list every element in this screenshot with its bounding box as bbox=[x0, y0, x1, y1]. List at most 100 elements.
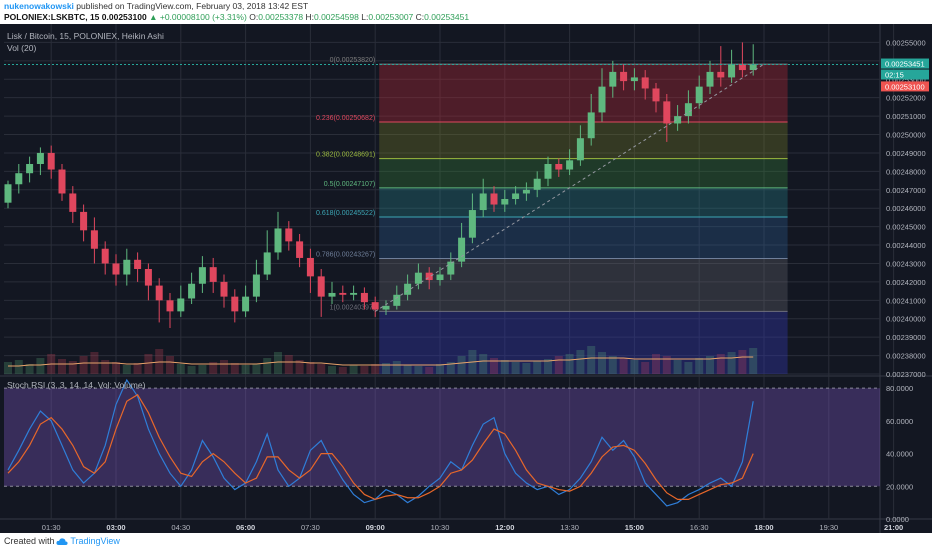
fib-level-label: 0.618(0.00245522) bbox=[316, 210, 375, 217]
tradingview-brand: TradingView bbox=[70, 536, 120, 546]
candle bbox=[90, 217, 98, 264]
volume-bar bbox=[695, 358, 704, 374]
change-value: ▲ +0.00008100 (+3.31%) bbox=[149, 12, 247, 22]
volume-bar bbox=[490, 358, 498, 374]
candle-body bbox=[404, 283, 412, 295]
candle-body bbox=[458, 237, 466, 262]
candle bbox=[220, 274, 228, 308]
candle-body bbox=[252, 274, 260, 297]
candle bbox=[501, 189, 509, 212]
change-text: +0.00008100 (+3.31%) bbox=[159, 12, 247, 22]
volume-ma-line bbox=[8, 356, 754, 367]
stoch-line-k bbox=[7, 378, 754, 507]
candle-body bbox=[544, 164, 552, 179]
candle-body bbox=[674, 116, 682, 124]
volume-bar bbox=[641, 362, 650, 374]
candle-body bbox=[15, 173, 23, 185]
volume-bar bbox=[328, 366, 336, 374]
price-tick-label: 0.00247000 bbox=[886, 186, 926, 195]
volume-legend: Vol (20) bbox=[7, 43, 36, 53]
candle bbox=[641, 70, 649, 100]
price-tick-label: 0.00238000 bbox=[886, 352, 926, 361]
trend-line[interactable] bbox=[4, 63, 880, 312]
candle bbox=[728, 49, 736, 83]
author-link[interactable]: nukenowakowski bbox=[4, 1, 74, 11]
volume-bar bbox=[25, 364, 34, 374]
candle-body bbox=[134, 259, 142, 269]
fib-zone bbox=[379, 187, 788, 218]
fibonacci-retracement[interactable]: 0(0.00253820) 0.236(0.00250682) 0.382(0.00… bbox=[316, 57, 788, 374]
volume-bar bbox=[403, 365, 412, 374]
candle-body bbox=[242, 296, 250, 312]
stoch-rsi-pane[interactable] bbox=[4, 378, 880, 507]
candle-body bbox=[501, 199, 509, 205]
candle-body bbox=[112, 263, 120, 275]
candle bbox=[328, 281, 336, 304]
candle-body bbox=[684, 103, 692, 117]
candle-body bbox=[263, 252, 271, 275]
price-tick-label: 0.00246000 bbox=[886, 204, 926, 213]
candle-body bbox=[296, 241, 304, 258]
fib-level-label: 0.5(0.00247107) bbox=[324, 181, 375, 188]
candle bbox=[587, 94, 595, 146]
stoch-legend: Stoch RSI (3, 3, 14, 14, Vol: Volume) bbox=[7, 380, 146, 390]
tradingview-logo[interactable]: TradingView bbox=[56, 536, 120, 546]
candle-body bbox=[533, 178, 541, 190]
candle-body bbox=[587, 112, 595, 139]
candle bbox=[177, 285, 185, 317]
price-tick-label: 0.00250000 bbox=[886, 131, 926, 140]
candle bbox=[371, 296, 379, 317]
volume-bar bbox=[414, 366, 423, 374]
candle-body bbox=[652, 88, 660, 102]
chart-canvas[interactable]: 0(0.00253820) 0.236(0.00250682) 0.382(0.00… bbox=[0, 24, 932, 533]
candle-body bbox=[285, 228, 293, 242]
candle bbox=[123, 248, 131, 286]
price-tick-label: 0.00252000 bbox=[886, 94, 926, 103]
volume-bar bbox=[630, 360, 639, 374]
candle-body bbox=[414, 272, 422, 284]
fib-level-label: 0(0.00253820) bbox=[330, 57, 376, 64]
candle bbox=[134, 252, 142, 282]
candle-body bbox=[447, 261, 455, 275]
created-with-text: Created with bbox=[4, 536, 55, 546]
volume-bar bbox=[36, 358, 45, 374]
candle-body bbox=[695, 86, 703, 104]
candle bbox=[512, 186, 520, 205]
candle bbox=[717, 46, 725, 87]
chart-header: nukenowakowski published on TradingView.… bbox=[0, 0, 932, 24]
footer: Created with TradingView bbox=[0, 533, 932, 550]
candle-body bbox=[360, 292, 368, 303]
stoch-tick-label: 80.0000 bbox=[886, 384, 913, 393]
candle bbox=[80, 204, 88, 242]
volume-bar bbox=[284, 355, 293, 374]
volume-bar bbox=[608, 356, 617, 374]
candle bbox=[490, 186, 498, 212]
volume-bar bbox=[587, 346, 596, 374]
candle-body bbox=[220, 281, 228, 297]
candle-body bbox=[306, 257, 314, 277]
price-badges: 0.00253451 02:15 0.00253100 bbox=[881, 58, 929, 92]
volume-bar bbox=[187, 366, 196, 374]
volume-bar bbox=[176, 364, 185, 374]
time-axis[interactable]: 01:30 03:00 04:30 06:00 07:30 09:00 10:30 12:00… bbox=[42, 523, 903, 532]
volume-bar bbox=[749, 348, 758, 374]
volume-bar bbox=[338, 367, 347, 374]
volume-bar bbox=[533, 361, 542, 374]
candle-body bbox=[350, 292, 358, 295]
candle bbox=[566, 149, 574, 176]
candle bbox=[468, 193, 476, 244]
candlestick-series[interactable] bbox=[4, 42, 757, 328]
quote-line: POLONIEX:LSKBTC, 15 0.00253100 ▲ +0.0000… bbox=[4, 12, 469, 23]
candle bbox=[652, 82, 660, 113]
close-label: C: bbox=[415, 12, 425, 22]
volume-bar bbox=[425, 367, 434, 374]
volume-bar bbox=[673, 360, 682, 374]
volume-bar bbox=[738, 350, 747, 374]
price-badge bbox=[881, 69, 929, 80]
candle bbox=[144, 263, 152, 301]
volume-bar bbox=[511, 362, 520, 374]
candle bbox=[404, 274, 412, 301]
volume-bar bbox=[295, 360, 304, 374]
volume-bar bbox=[554, 356, 563, 374]
candle bbox=[555, 158, 563, 177]
